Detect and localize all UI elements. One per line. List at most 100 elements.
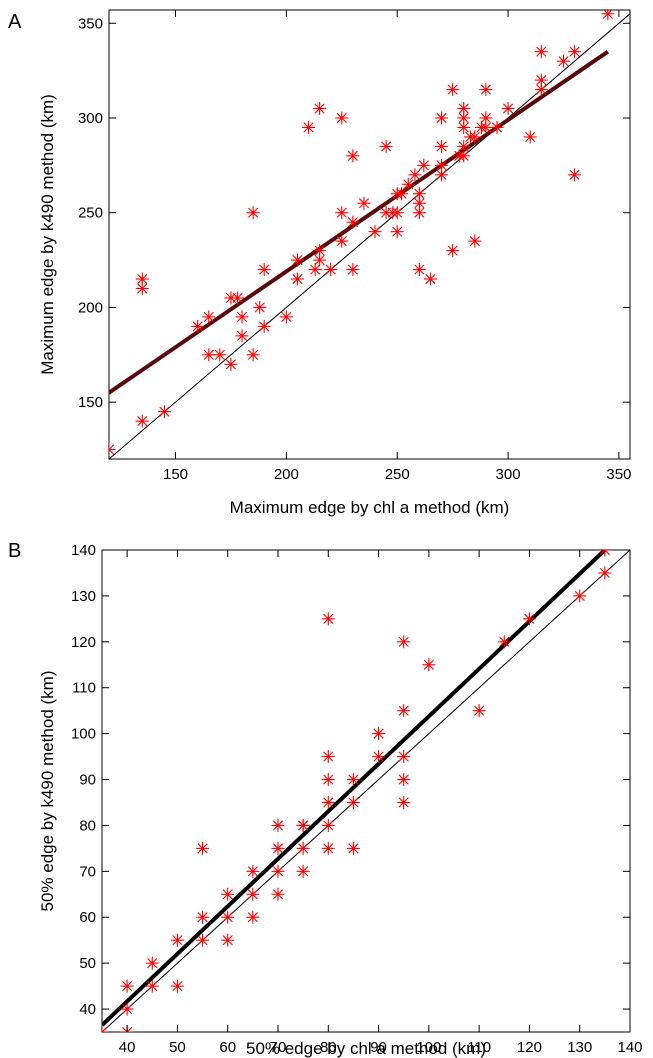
b-y-tick-label: 140 [71,542,96,559]
b-data-point [145,956,159,970]
a-data-point [313,102,327,116]
b-data-point [321,612,335,626]
a-x-tick-label: 250 [385,466,410,483]
a-data-point [534,73,548,87]
a-data-point [231,291,245,305]
a-data-point [446,244,460,258]
a-data-point [501,102,515,116]
a-y-tick-label: 150 [78,394,103,411]
a-data-point [213,348,227,362]
b-identity-line [102,550,630,1032]
b-data-point [346,795,360,809]
panel-a-x-axis-title: Maximum edge by chl a method (km) [230,498,510,517]
a-y-tick-label: 300 [78,110,103,127]
b-data-point [321,750,335,764]
b-data-point [321,818,335,832]
b-data-point [346,841,360,855]
a-data-point [135,414,149,428]
b-data-point [422,658,436,672]
a-data-point [324,263,338,277]
a-data-point [368,225,382,239]
b-data-point [497,635,511,649]
a-data-point [435,139,449,153]
a-data-point [468,234,482,248]
a-data-point [479,83,493,97]
a-data-point [457,139,471,153]
b-regression-line [102,550,607,1027]
b-data-point [120,979,134,993]
a-data-point [191,319,205,333]
b-y-tick-label: 100 [71,726,96,743]
b-data-point [246,910,260,924]
b-y-tick-label: 80 [79,817,96,834]
b-data-point [221,910,235,924]
a-identity-line [109,13,630,459]
a-data-point [308,263,322,277]
panel-a-plot-frame [108,9,631,460]
b-data-point [271,818,285,832]
a-data-point [253,300,267,314]
b-data-point [598,550,612,557]
b-data-point [397,750,411,764]
a-data-point [390,225,404,239]
a-data-point [490,120,504,134]
b-x-tick-label: 90 [370,1039,387,1056]
b-data-point [372,750,386,764]
b-data-point [573,589,587,603]
a-data-point [346,263,360,277]
b-data-point [321,841,335,855]
panel-a-y-axis-title: Maximum edge by k490 method (km) [38,94,57,375]
a-data-point [417,158,431,172]
b-data-point [296,818,310,832]
a-data-point [313,253,327,267]
panel-b-plot-content: 40 50 60 70 80 90 100 110 120 130 140 40 50 60 70 80 90 1… [71,542,643,1056]
b-data-point [296,864,310,878]
b-y-tick-label: 40 [79,1001,96,1018]
b-data-point [321,795,335,809]
b-y-tick-label: 120 [71,634,96,651]
a-data-point [290,253,304,267]
a-x-tick-label: 300 [496,466,521,483]
b-data-point [221,933,235,947]
b-data-point [120,1002,134,1016]
a-data-point [601,10,615,21]
b-data-point [296,841,310,855]
b-data-point [196,910,210,924]
b-x-tick-label: 110 [467,1039,491,1056]
a-data-point [157,405,171,419]
a-data-point [313,244,327,258]
a-data-point [202,310,216,324]
b-y-tick-label: 60 [79,909,96,926]
a-data-point [346,215,360,229]
a-data-point [412,187,426,201]
b-data-point [271,887,285,901]
a-data-point [302,120,316,134]
b-data-point [472,704,486,718]
panel-b-plot-frame [101,549,631,1033]
a-data-point [412,263,426,277]
a-data-point [257,319,271,333]
a-data-point [457,102,471,116]
a-data-point [246,348,260,362]
panel-b-letter: B [8,540,21,562]
a-data-point [357,196,371,210]
a-y-tick-label: 200 [78,299,103,316]
b-data-point [397,704,411,718]
b-x-tick-label: 130 [567,1039,592,1056]
b-x-tick-label: 60 [219,1039,236,1056]
b-data-point [397,773,411,787]
panel-b-x-axis-title: 50% edge by chl a method (km) [246,1039,486,1058]
b-data-point [246,864,260,878]
a-data-point [423,272,437,286]
a-data-point [235,329,249,343]
a-data-point [335,206,349,220]
a-data-point [290,272,304,286]
b-data-point [102,1025,109,1032]
panel-b-y-axis-title: 50% edge by k490 method (km) [38,671,57,912]
a-data-point [401,177,415,191]
a-x-tick-label: 150 [163,466,188,483]
b-y-tick-label: 90 [79,772,96,789]
b-data-point [397,795,411,809]
b-data-point [372,727,386,741]
